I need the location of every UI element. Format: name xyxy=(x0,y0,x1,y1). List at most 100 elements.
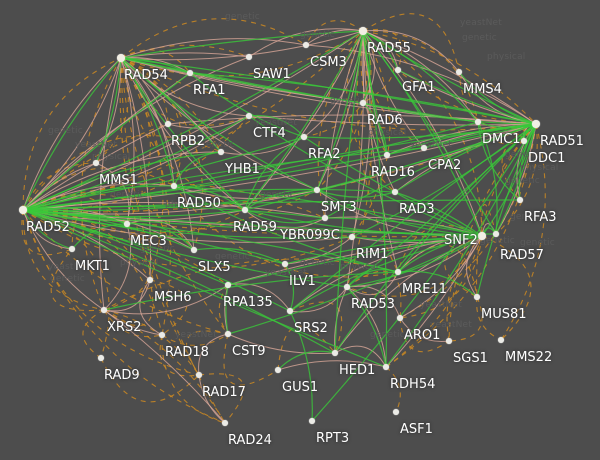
edge-physical xyxy=(362,29,460,73)
graph-node-msh6[interactable] xyxy=(147,277,153,283)
edge-physical xyxy=(173,185,318,199)
edge-physical xyxy=(120,38,307,59)
edge-genetic xyxy=(103,309,163,338)
graph-node-srs2[interactable] xyxy=(287,308,293,314)
graph-node-rpb2[interactable] xyxy=(165,121,171,127)
graph-node-rad53[interactable] xyxy=(344,284,350,290)
graph-node-sgs1[interactable] xyxy=(446,338,452,344)
graph-node-rad54[interactable] xyxy=(117,54,125,62)
edge-genetic xyxy=(22,134,222,211)
edge-yeastnet xyxy=(397,270,478,298)
edge-physical xyxy=(139,279,163,336)
edge-genetic xyxy=(120,30,364,77)
graph-node-rdh54[interactable] xyxy=(383,364,389,370)
edge-genetic xyxy=(477,121,537,145)
edge-yeastnet xyxy=(346,269,399,288)
graph-node-aro1[interactable] xyxy=(397,315,403,321)
edge-genetic xyxy=(444,235,483,298)
graph-node-rad17[interactable] xyxy=(196,372,202,378)
edge-physical xyxy=(22,209,105,311)
edge-physical xyxy=(99,57,122,311)
edge-physical xyxy=(120,57,246,211)
graph-node-rfa3[interactable] xyxy=(517,197,523,203)
graph-node-ddc1[interactable] xyxy=(521,138,527,144)
graph-node-cst9[interactable] xyxy=(225,331,231,337)
graph-node-mms1[interactable] xyxy=(93,160,99,166)
edge-genetic xyxy=(362,13,460,73)
edge-yeastnet xyxy=(103,271,399,311)
graph-node-rpa135[interactable] xyxy=(225,282,231,288)
edge-yeastnet xyxy=(316,30,364,191)
graph-node-rad18[interactable] xyxy=(159,332,165,338)
graph-node-rad55[interactable] xyxy=(359,27,367,35)
edge-physical xyxy=(103,223,132,311)
graph-node-ybr099c[interactable] xyxy=(322,215,328,221)
graph-node-asf1[interactable] xyxy=(393,409,399,415)
graph-node-mkt1[interactable] xyxy=(69,246,75,252)
graph-node-rad52[interactable] xyxy=(19,206,27,214)
graph-node-dmc1[interactable] xyxy=(475,119,481,125)
graph-node-rpt3[interactable] xyxy=(309,418,315,424)
edge-genetic xyxy=(149,279,188,336)
edge-yeastnet xyxy=(225,284,229,335)
graph-node-gfa1[interactable] xyxy=(395,67,401,73)
graph-node-rad24[interactable] xyxy=(222,420,228,426)
edge-yeastnet xyxy=(22,147,425,211)
edge-genetic xyxy=(277,325,336,371)
edge-genetic xyxy=(173,185,399,278)
graph-node-rim1[interactable] xyxy=(349,234,355,240)
graph-node-ilv1[interactable] xyxy=(282,261,288,267)
graph-node-smt3[interactable] xyxy=(314,187,320,193)
edge-physical xyxy=(361,30,396,193)
edge-physical xyxy=(466,235,483,298)
edge-yeastnet xyxy=(173,123,537,187)
edge-yeastnet xyxy=(334,30,364,354)
edge-genetic xyxy=(22,209,110,359)
graph-node-xrs2[interactable] xyxy=(101,307,107,313)
graph-node-hed1[interactable] xyxy=(332,350,338,356)
graph-node-mms22[interactable] xyxy=(498,337,504,343)
graph-node-mec3[interactable] xyxy=(124,221,130,227)
edge-genetic xyxy=(289,301,343,354)
graph-node-csm3[interactable] xyxy=(303,42,309,48)
graph-node-mms4[interactable] xyxy=(456,69,462,75)
edge-physical xyxy=(22,72,191,211)
edge-yeastnet xyxy=(362,30,388,156)
edge-genetic xyxy=(120,57,537,131)
graph-node-rad50[interactable] xyxy=(171,183,177,189)
graph-node-rad6[interactable] xyxy=(360,100,366,106)
edge-yeastnet xyxy=(120,30,364,59)
edge-genetic xyxy=(385,235,483,368)
graph-node-cpa2[interactable] xyxy=(421,145,427,151)
graph-node-ctf4[interactable] xyxy=(246,113,252,119)
edge-genetic xyxy=(120,57,246,211)
edge-genetic xyxy=(185,330,229,376)
edge-genetic xyxy=(223,333,279,386)
graph-node-mre11[interactable] xyxy=(395,269,401,275)
graph-node-rfa1[interactable] xyxy=(187,70,193,76)
graph-node-gus1[interactable] xyxy=(275,367,281,373)
graph-node-saw1[interactable] xyxy=(246,54,252,60)
edge-genetic xyxy=(120,57,229,335)
edge-physical xyxy=(248,28,364,58)
edge-yeastnet xyxy=(289,235,483,312)
graph-node-rad3[interactable] xyxy=(392,189,398,195)
graph-node-rad16[interactable] xyxy=(384,152,390,158)
edge-yeastnet xyxy=(189,72,537,125)
graph-node-mus81[interactable] xyxy=(474,294,480,300)
edge-physical xyxy=(103,279,151,312)
graph-node-snf2[interactable] xyxy=(478,232,486,240)
graph-node-rad59[interactable] xyxy=(242,207,248,213)
edge-yeastnet xyxy=(22,209,229,286)
graph-node-rad51[interactable] xyxy=(532,120,540,128)
graph-node-yhb1[interactable] xyxy=(218,149,224,155)
edge-yeastnet xyxy=(173,151,222,187)
graph-node-rfa2[interactable] xyxy=(301,134,307,140)
graph-node-rad9[interactable] xyxy=(98,355,104,361)
graph-node-slx5[interactable] xyxy=(191,247,197,253)
graph-node-rad57[interactable] xyxy=(493,231,499,237)
edge-genetic xyxy=(120,57,250,127)
edge-genetic xyxy=(119,57,200,376)
edge-yeastnet xyxy=(22,209,286,265)
